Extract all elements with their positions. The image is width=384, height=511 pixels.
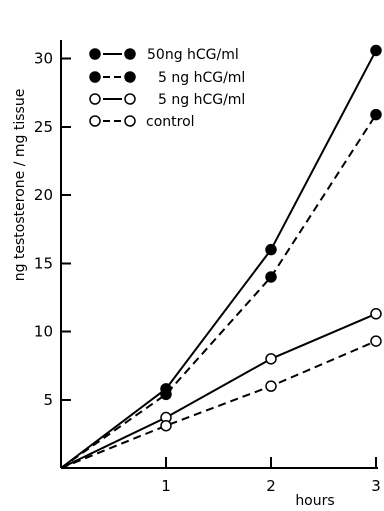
legend-group: 50ng hCG/ml 5 ng hCG/ml 5 ng hCG/ml control	[89, 47, 245, 130]
series-3-point	[370, 308, 382, 320]
y-tick-label: 20	[34, 186, 53, 204]
series-line-2	[60, 114, 377, 469]
x-tick-label: 1	[161, 477, 171, 495]
series-2-point	[370, 108, 382, 121]
y-tick-label: 30	[34, 50, 53, 68]
legend-marker-right-4	[124, 115, 136, 127]
y-tick-label: 5	[43, 391, 53, 409]
x-tick-label: 2	[266, 477, 276, 495]
legend-marker-left-1	[89, 48, 101, 60]
series-4-point	[160, 419, 172, 432]
legend-marker-left-4	[89, 115, 101, 127]
y-tick-label: 25	[34, 118, 53, 136]
legend-label-2: 5 ng hCG/ml	[158, 70, 245, 86]
series-group	[60, 44, 382, 469]
series-4-point	[265, 380, 277, 392]
legend-marker-right-2	[124, 71, 136, 83]
series-1-point	[370, 44, 382, 57]
series-4-point	[370, 335, 382, 347]
series-line-1	[60, 49, 377, 469]
series-line-3	[60, 312, 377, 469]
legend-marker-right-1	[124, 48, 136, 60]
legend-marker-left-2	[89, 71, 101, 83]
legend-label-3: 5 ng hCG/ml	[158, 92, 245, 108]
y-tick-label: 15	[34, 254, 53, 272]
series-1-point	[265, 243, 277, 256]
series-2-point	[160, 388, 172, 401]
x-tick-label: 3	[371, 477, 381, 495]
legend-label-1: 50ng hCG/ml	[147, 47, 239, 63]
x-axis-label: hours	[295, 493, 334, 509]
legend-label-4: control	[146, 114, 195, 130]
axes-group: 5 10 15 20 25 30 1 2 3	[34, 40, 381, 495]
y-tick-label: 10	[34, 323, 53, 341]
series-line-4	[60, 340, 377, 469]
legend-marker-right-3	[124, 93, 136, 105]
series-2-point	[265, 271, 277, 283]
y-axis-label: ng testosterone / mg tissue	[12, 89, 28, 282]
legend-marker-left-3	[89, 93, 101, 105]
series-3-point	[265, 353, 277, 365]
